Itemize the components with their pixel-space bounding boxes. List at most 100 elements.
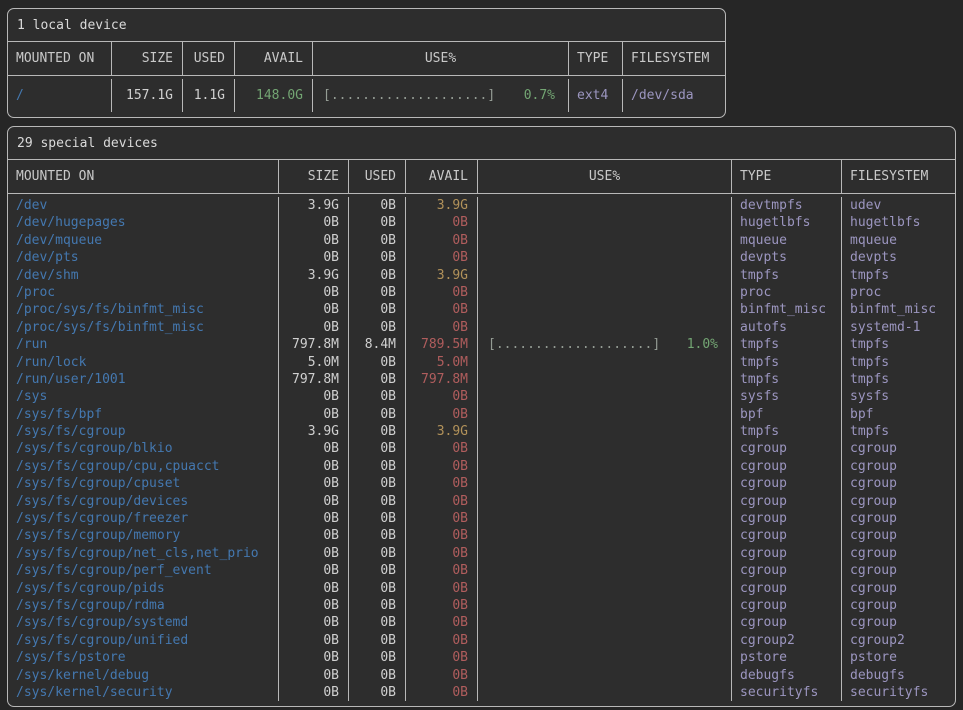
size-value: 157.1G [111, 79, 182, 112]
fs-row: /sys/fs/cgroup/cpu,cpuacct0B0B0Bcgroupcg… [8, 458, 955, 475]
used-value: 0B [348, 510, 405, 527]
col-use-percent: USE% [312, 42, 568, 75]
fs-type: cgroup [731, 614, 841, 631]
fs-type: cgroup [731, 580, 841, 597]
size-value: 0B [278, 545, 348, 562]
avail-value: 0B [405, 493, 477, 510]
used-value: 0B [348, 614, 405, 631]
filesystem-name: tmpfs [841, 371, 956, 388]
filesystem-name: tmpfs [841, 267, 956, 284]
fs-type: cgroup [731, 440, 841, 457]
size-value: 0B [278, 632, 348, 649]
used-value: 0B [348, 388, 405, 405]
filesystem-name: pstore [841, 649, 956, 666]
avail-value: 0B [405, 580, 477, 597]
size-value: 0B [278, 510, 348, 527]
usage-bar-cell [477, 319, 731, 336]
usage-bar-cell [477, 406, 731, 423]
filesystem-name: cgroup [841, 562, 956, 579]
avail-value: 0B [405, 527, 477, 544]
fs-type: tmpfs [731, 371, 841, 388]
filesystem-name: systemd-1 [841, 319, 956, 336]
col-used: USED [348, 160, 405, 193]
fs-type: mqueue [731, 232, 841, 249]
mount-point: /dev/mqueue [8, 232, 278, 249]
avail-value: 789.5M [405, 336, 477, 353]
filesystem-name: udev [841, 197, 956, 214]
usage-bar-cell [477, 545, 731, 562]
mount-point: /sys/fs/cgroup/cpuset [8, 475, 278, 492]
special-devices-title: 29 special devices [8, 127, 955, 160]
usage-bar-cell [477, 214, 731, 231]
fs-type: hugetlbfs [731, 214, 841, 231]
size-value: 797.8M [278, 336, 348, 353]
fs-type: binfmt_misc [731, 301, 841, 318]
size-value: 0B [278, 667, 348, 684]
used-value: 0B [348, 371, 405, 388]
filesystem-name: /dev/sda [622, 79, 726, 112]
used-value: 0B [348, 562, 405, 579]
used-value: 0B [348, 545, 405, 562]
mount-point: /run [8, 336, 278, 353]
used-value: 0B [348, 423, 405, 440]
fs-row: /sys/fs/cgroup/unified0B0B0Bcgroup2cgrou… [8, 632, 955, 649]
local-devices-header: MOUNTED ON SIZE USED AVAIL USE% TYPE FIL… [8, 42, 725, 76]
col-type: TYPE [731, 160, 841, 193]
mount-point: /run/user/1001 [8, 371, 278, 388]
size-value: 5.0M [278, 354, 348, 371]
avail-value: 0B [405, 684, 477, 701]
mount-point: /sys/fs/cgroup/memory [8, 527, 278, 544]
filesystem-name: devpts [841, 249, 956, 266]
used-value: 0B [348, 649, 405, 666]
used-value: 0B [348, 580, 405, 597]
usage-bar-cell [477, 440, 731, 457]
fs-row: /sys/fs/cgroup/perf_event0B0B0Bcgroupcgr… [8, 562, 955, 579]
used-value: 0B [348, 267, 405, 284]
usage-bar-cell: [....................]0.7% [312, 79, 568, 112]
fs-row: /sys/fs/cgroup3.9G0B3.9Gtmpfstmpfs [8, 423, 955, 440]
fs-row: /sys/fs/cgroup/pids0B0B0Bcgroupcgroup [8, 580, 955, 597]
filesystem-name: cgroup [841, 458, 956, 475]
fs-type: autofs [731, 319, 841, 336]
mount-point: /sys/kernel/debug [8, 667, 278, 684]
filesystem-name: tmpfs [841, 423, 956, 440]
avail-value: 0B [405, 458, 477, 475]
filesystem-name: tmpfs [841, 336, 956, 353]
avail-value: 0B [405, 388, 477, 405]
fs-type: cgroup2 [731, 632, 841, 649]
fs-type: proc [731, 284, 841, 301]
fs-type: cgroup [731, 475, 841, 492]
used-value: 0B [348, 232, 405, 249]
fs-row: /sys/kernel/security0B0B0Bsecurityfssecu… [8, 684, 955, 701]
filesystem-name: hugetlbfs [841, 214, 956, 231]
mount-point: / [8, 79, 111, 112]
usage-bar-cell [477, 284, 731, 301]
size-value: 0B [278, 527, 348, 544]
size-value: 3.9G [278, 423, 348, 440]
size-value: 3.9G [278, 197, 348, 214]
avail-value: 797.8M [405, 371, 477, 388]
usage-bar-cell [477, 649, 731, 666]
fs-type: cgroup [731, 510, 841, 527]
avail-value: 0B [405, 562, 477, 579]
size-value: 0B [278, 388, 348, 405]
used-value: 0B [348, 632, 405, 649]
mount-point: /sys/fs/pstore [8, 649, 278, 666]
avail-value: 0B [405, 232, 477, 249]
mount-point: /sys/fs/cgroup [8, 423, 278, 440]
mount-point: /sys/fs/cgroup/pids [8, 580, 278, 597]
local-devices-rows: /157.1G1.1G148.0G[....................]0… [8, 76, 725, 117]
mount-point: /proc/sys/fs/binfmt_misc [8, 301, 278, 318]
used-value: 8.4M [348, 336, 405, 353]
mount-point: /sys/fs/bpf [8, 406, 278, 423]
col-filesystem: FILESYSTEM [622, 42, 726, 75]
usage-bar-cell [477, 232, 731, 249]
local-devices-title: 1 local device [8, 9, 725, 42]
fs-type: pstore [731, 649, 841, 666]
filesystem-name: securityfs [841, 684, 956, 701]
mount-point: /dev [8, 197, 278, 214]
usage-bar-cell [477, 267, 731, 284]
size-value: 0B [278, 562, 348, 579]
filesystem-name: binfmt_misc [841, 301, 956, 318]
avail-value: 0B [405, 597, 477, 614]
